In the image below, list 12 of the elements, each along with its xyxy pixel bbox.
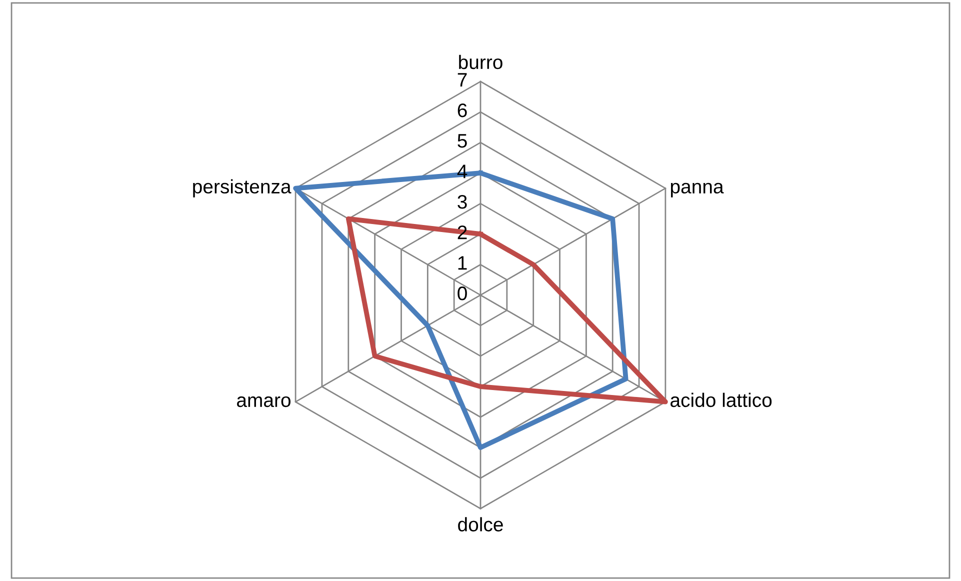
- spoke-label: amaro: [237, 396, 290, 408]
- spoke-label: acido lattico: [670, 392, 772, 408]
- spoke-label: persistenza: [193, 179, 292, 198]
- y-tick-label: 3: [458, 194, 467, 209]
- spoke-label: dolce: [458, 517, 503, 532]
- y-tick-label: 1: [458, 256, 467, 270]
- spoke-label: burro: [459, 54, 502, 70]
- y-tick-label: 0: [458, 286, 467, 300]
- y-tick-label: 5: [458, 134, 467, 148]
- spoke-label: panna: [670, 182, 724, 198]
- y-tick-label: 7: [458, 73, 467, 87]
- y-tick-label: 6: [458, 103, 467, 118]
